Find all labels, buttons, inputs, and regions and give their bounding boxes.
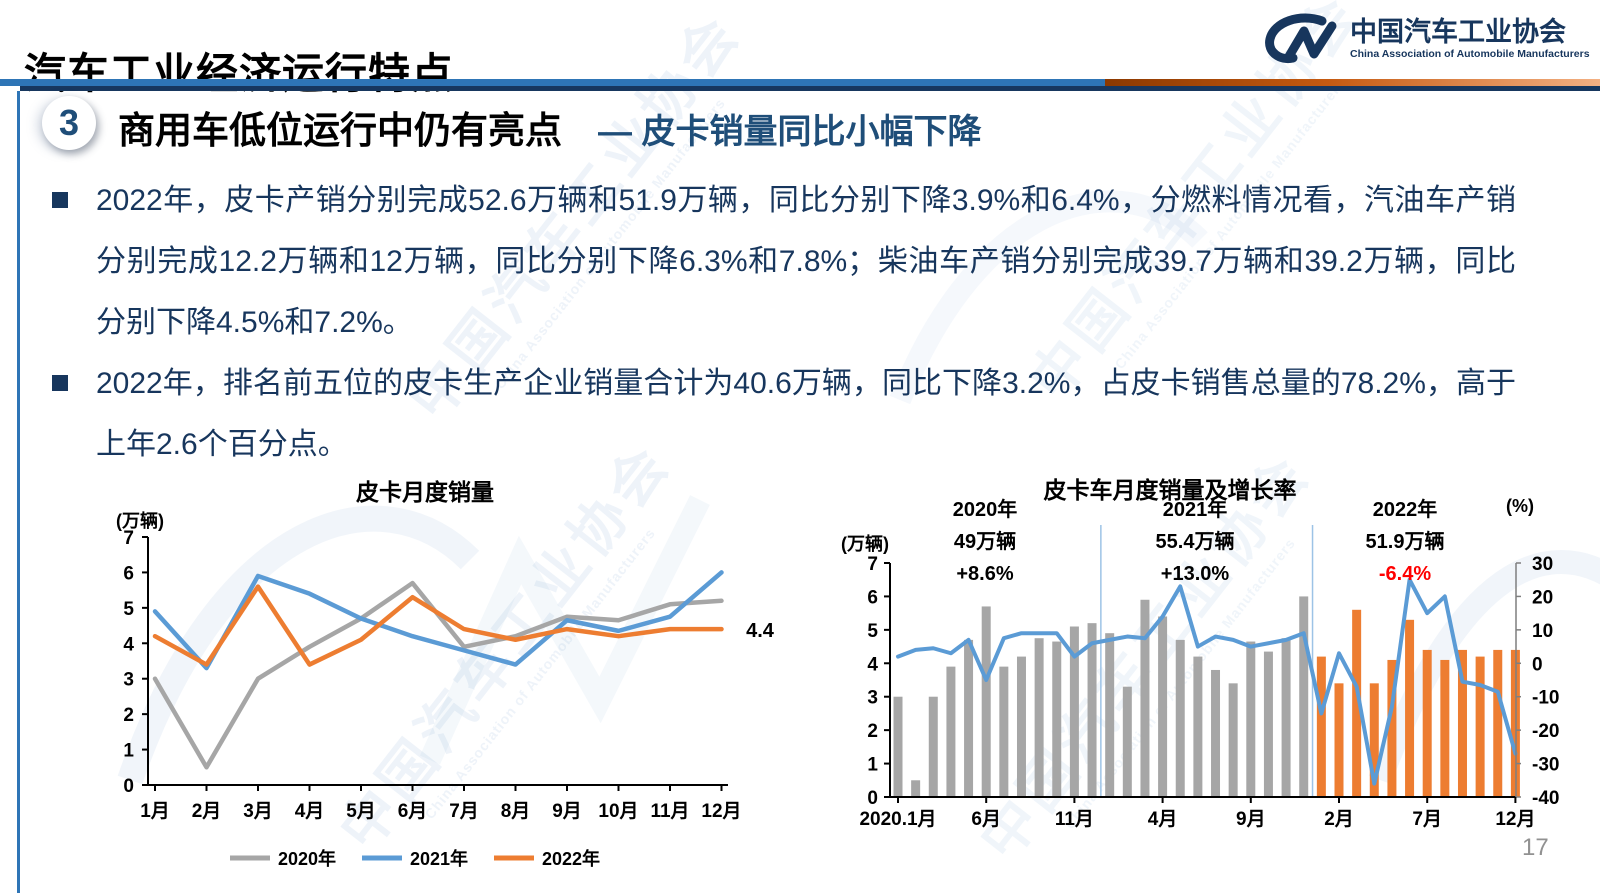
- svg-text:-6.4%: -6.4%: [1379, 563, 1431, 585]
- svg-text:-10: -10: [1532, 688, 1559, 709]
- svg-text:7: 7: [123, 528, 134, 549]
- bullet-list: 2022年，皮卡产销分别完成52.6万辆和51.9万辆，同比分别下降3.9%和6…: [52, 170, 1522, 475]
- svg-text:-30: -30: [1532, 755, 1559, 776]
- axes: 0 1 2 3 4 5 6 7 1月 2月 3月 4月 5月 6月 7月 8月 9月 10月 11月 12月: [123, 528, 741, 822]
- svg-text:5月: 5月: [346, 801, 376, 822]
- pickup-sales-and-growth-chart: 皮卡车月度销量及增长率 (万辆) (%) 0 1 2 3 4 5 6 7 30 20 10 0 -10 -20 -…: [841, 477, 1559, 830]
- bullet-text-1: 2022年，皮卡产销分别完成52.6万辆和51.9万辆，同比分别下降3.9%和6…: [96, 184, 1516, 339]
- svg-text:-40: -40: [1532, 788, 1559, 809]
- svg-text:2: 2: [867, 721, 878, 742]
- page-number: 17: [1522, 834, 1549, 861]
- svg-text:12月: 12月: [701, 801, 741, 822]
- svg-text:2021年: 2021年: [1163, 497, 1228, 521]
- svg-text:9月: 9月: [552, 801, 582, 822]
- svg-text:-20: -20: [1532, 721, 1559, 742]
- legend: 2020年 2021年 2022年: [230, 848, 600, 869]
- svg-text:0: 0: [123, 776, 134, 797]
- svg-text:皮卡车月度销量及增长率: 皮卡车月度销量及增长率: [1044, 477, 1297, 503]
- page-title: 汽车工业经济运行特点: [24, 50, 455, 98]
- svg-text:(万辆): (万辆): [116, 510, 164, 531]
- section-number-badge: 3: [42, 96, 96, 150]
- bullet-text-2: 2022年，排名前五位的皮卡生产企业销量合计为40.6万辆，同比下降3.2%，占…: [96, 367, 1516, 461]
- svg-text:3: 3: [123, 670, 134, 691]
- svg-text:2022年: 2022年: [542, 848, 600, 869]
- svg-text:+13.0%: +13.0%: [1161, 563, 1230, 585]
- svg-text:2月: 2月: [1324, 809, 1354, 830]
- year-annotations: 2020年 49万辆 +8.6% 2021年 55.4万辆 +13.0% 2022年 51.9…: [953, 497, 1445, 585]
- header-rule-orange: [1105, 79, 1600, 86]
- svg-text:49万辆: 49万辆: [954, 529, 1016, 553]
- svg-text:20: 20: [1532, 587, 1553, 608]
- svg-text:4: 4: [867, 654, 878, 675]
- caam-logo: 中国汽车工业协会 China Association of Automobile…: [1262, 12, 1590, 66]
- svg-text:2020年: 2020年: [278, 848, 336, 869]
- svg-text:6月: 6月: [971, 809, 1001, 830]
- svg-text:3月: 3月: [243, 801, 273, 822]
- svg-text:5: 5: [867, 621, 878, 642]
- svg-text:11月: 11月: [650, 801, 689, 822]
- svg-text:12月: 12月: [1495, 809, 1535, 830]
- header-rule-blue: [0, 79, 1105, 86]
- svg-text:4.4: 4.4: [746, 620, 775, 642]
- sales-bars: [893, 596, 1520, 797]
- svg-text:7月: 7月: [1412, 809, 1442, 830]
- svg-text:10月: 10月: [598, 801, 638, 822]
- bullet-point-1: 2022年，皮卡产销分别完成52.6万辆和51.9万辆，同比分别下降3.9%和6…: [52, 170, 1522, 353]
- svg-text:0: 0: [867, 788, 878, 809]
- svg-text:8月: 8月: [501, 801, 531, 822]
- svg-text:3: 3: [867, 688, 878, 709]
- pickup-monthly-sales-line-chart: 皮卡月度销量 (万辆) 0 1 2 3 4 5 6 7 1月 2月 3月 4月 5月 6月 7月 8月 9月 10月 1…: [116, 479, 775, 869]
- svg-text:+8.6%: +8.6%: [956, 563, 1013, 585]
- svg-text:2022年: 2022年: [1373, 497, 1438, 521]
- svg-text:0: 0: [1532, 654, 1543, 675]
- line-2021年: [152, 570, 724, 671]
- section-heading: 商用车低位运行中仍有亮点 — 皮卡销量同比小幅下降: [118, 100, 981, 154]
- svg-text:6: 6: [867, 587, 878, 608]
- svg-text:51.9万辆: 51.9万辆: [1366, 529, 1445, 553]
- line-2022年: [152, 584, 724, 667]
- svg-text:1: 1: [123, 741, 134, 762]
- bullet-marker: [52, 192, 68, 208]
- svg-text:7: 7: [867, 554, 878, 575]
- bullet-point-2: 2022年，排名前五位的皮卡生产企业销量合计为40.6万辆，同比下降3.2%，占…: [52, 353, 1522, 475]
- svg-text:皮卡月度销量: 皮卡月度销量: [356, 479, 494, 505]
- svg-text:(万辆): (万辆): [841, 533, 889, 554]
- svg-text:7月: 7月: [449, 801, 479, 822]
- section-heading-main: 商用车低位运行中仍有亮点: [118, 110, 562, 151]
- svg-text:55.4万辆: 55.4万辆: [1156, 529, 1235, 553]
- svg-text:30: 30: [1532, 554, 1553, 575]
- svg-text:2: 2: [123, 705, 134, 726]
- svg-text:9月: 9月: [1236, 809, 1266, 830]
- axes: 0 1 2 3 4 5 6 7 30 20 10 0 -10 -20 -30 -40 2020.1月 6月 11月 4…: [859, 554, 1559, 830]
- section-heading-sub: — 皮卡销量同比小幅下降: [598, 113, 982, 151]
- left-border-line: [17, 91, 20, 893]
- caam-logo-mark: [1265, 13, 1337, 64]
- svg-text:11月: 11月: [1055, 809, 1094, 830]
- svg-text:1月: 1月: [140, 801, 170, 822]
- header-rule-navy: [20, 86, 1600, 91]
- section-number: 3: [58, 102, 80, 143]
- series-lines: [152, 570, 724, 770]
- svg-text:4: 4: [123, 634, 134, 655]
- growth-line: [896, 577, 1518, 786]
- svg-text:2020.1月: 2020.1月: [859, 809, 936, 830]
- svg-text:10: 10: [1532, 621, 1553, 642]
- year-separators: [1100, 525, 1314, 797]
- svg-text:2月: 2月: [192, 801, 222, 822]
- logo-name-cn: 中国汽车工业协会: [1350, 17, 1566, 48]
- svg-text:2020年: 2020年: [953, 497, 1018, 521]
- svg-text:5: 5: [123, 599, 134, 620]
- svg-text:2021年: 2021年: [410, 848, 468, 869]
- logo-name-en: China Association of Automobile Manufact…: [1350, 47, 1590, 60]
- svg-text:4月: 4月: [1148, 809, 1178, 830]
- svg-text:4月: 4月: [295, 801, 325, 822]
- bullet-marker: [52, 375, 68, 391]
- svg-text:6: 6: [123, 563, 134, 584]
- svg-text:(%): (%): [1506, 496, 1534, 516]
- svg-text:1: 1: [867, 755, 878, 776]
- svg-text:6月: 6月: [398, 801, 428, 822]
